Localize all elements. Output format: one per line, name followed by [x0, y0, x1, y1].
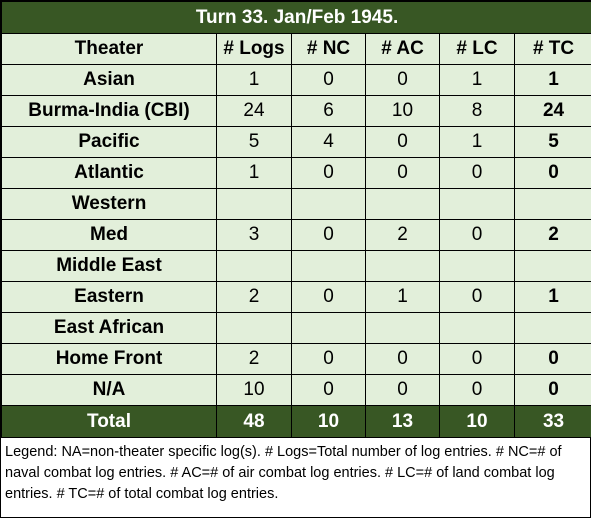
cell-tc: 0: [513, 157, 591, 189]
cell-ac: 0: [365, 343, 440, 375]
cell-lc: 1: [439, 64, 515, 96]
table-row: N/A 10 0 0 0 0: [1, 374, 591, 406]
cell-tc: 24: [513, 95, 591, 127]
cell-lc: [439, 188, 515, 220]
cell-theater: Asian: [1, 64, 217, 96]
header-row: Theater # Logs # NC # AC # LC # TC: [1, 33, 591, 65]
total-ac: 13: [365, 405, 440, 438]
cell-logs: 1: [216, 64, 292, 96]
legend-text: Legend: NA=non-theater specific log(s). …: [5, 444, 562, 502]
cell-lc: [439, 250, 515, 282]
cell-lc: 0: [439, 374, 515, 406]
cell-lc: 1: [439, 126, 515, 158]
cell-theater: N/A: [1, 374, 217, 406]
total-row: Total 48 10 13 10 33: [1, 405, 591, 438]
header-tc: # TC: [513, 33, 591, 65]
cell-tc: [513, 250, 591, 282]
cell-logs: 2: [216, 343, 292, 375]
cell-logs: 1: [216, 157, 292, 189]
cell-logs: [216, 250, 292, 282]
cell-theater: Home Front: [1, 343, 217, 375]
cell-theater: Atlantic: [1, 157, 217, 189]
table-row: East African: [1, 312, 591, 344]
cell-ac: 10: [365, 95, 440, 127]
header-nc: # NC: [291, 33, 366, 65]
header-ac: # AC: [365, 33, 440, 65]
cell-nc: [291, 188, 366, 220]
table-row: Asian 1 0 0 1 1: [1, 64, 591, 96]
cell-ac: 0: [365, 157, 440, 189]
total-lc: 10: [439, 405, 515, 438]
table-row: Eastern 2 0 1 0 1: [1, 281, 591, 313]
total-label: Total: [1, 405, 217, 438]
cell-logs: [216, 188, 292, 220]
cell-lc: 0: [439, 219, 515, 251]
cell-tc: 0: [513, 343, 591, 375]
table-row: Middle East: [1, 250, 591, 282]
cell-theater: Middle East: [1, 250, 217, 282]
table-body: Asian 1 0 0 1 1 Burma-India (CBI) 24 6 10 8 24 Pacif…: [1, 64, 591, 406]
cell-tc: [513, 312, 591, 344]
cell-theater: Burma-India (CBI): [1, 95, 217, 127]
cell-theater: Pacific: [1, 126, 217, 158]
header-lc: # LC: [439, 33, 515, 65]
cell-theater: Western: [1, 188, 217, 220]
cell-ac: [365, 250, 440, 282]
cell-nc: 0: [291, 157, 366, 189]
cell-theater: Med: [1, 219, 217, 251]
cell-nc: 0: [291, 64, 366, 96]
cell-nc: 0: [291, 281, 366, 313]
cell-lc: 8: [439, 95, 515, 127]
table-row: Home Front 2 0 0 0 0: [1, 343, 591, 375]
cell-lc: [439, 312, 515, 344]
table-row: Atlantic 1 0 0 0 0: [1, 157, 591, 189]
cell-lc: 0: [439, 343, 515, 375]
table-row: Med 3 0 2 0 2: [1, 219, 591, 251]
table-row: Pacific 5 4 0 1 5: [1, 126, 591, 158]
cell-lc: 0: [439, 157, 515, 189]
cell-theater: Eastern: [1, 281, 217, 313]
cell-ac: 0: [365, 64, 440, 96]
table-row: Burma-India (CBI) 24 6 10 8 24: [1, 95, 591, 127]
cell-logs: 3: [216, 219, 292, 251]
cell-tc: 1: [513, 281, 591, 313]
cell-nc: 0: [291, 219, 366, 251]
cell-tc: [513, 188, 591, 220]
total-nc: 10: [291, 405, 366, 438]
cell-logs: 2: [216, 281, 292, 313]
cell-logs: [216, 312, 292, 344]
total-logs: 48: [216, 405, 292, 438]
cell-tc: 0: [513, 374, 591, 406]
cell-nc: 0: [291, 374, 366, 406]
log-summary-table: Turn 33. Jan/Feb 1945. Theater # Logs # …: [0, 1, 591, 438]
cell-tc: 1: [513, 64, 591, 96]
cell-ac: 2: [365, 219, 440, 251]
header-logs: # Logs: [216, 33, 292, 65]
cell-logs: 24: [216, 95, 292, 127]
cell-nc: [291, 250, 366, 282]
cell-nc: 0: [291, 343, 366, 375]
cell-ac: 0: [365, 374, 440, 406]
cell-ac: 1: [365, 281, 440, 313]
cell-ac: [365, 312, 440, 344]
cell-theater: East African: [1, 312, 217, 344]
cell-tc: 5: [513, 126, 591, 158]
table-row: Western: [1, 188, 591, 220]
cell-logs: 10: [216, 374, 292, 406]
cell-logs: 5: [216, 126, 292, 158]
header-theater: Theater: [1, 33, 217, 65]
cell-nc: 6: [291, 95, 366, 127]
cell-lc: 0: [439, 281, 515, 313]
table-title: Turn 33. Jan/Feb 1945.: [0, 1, 591, 34]
cell-nc: [291, 312, 366, 344]
total-tc: 33: [513, 405, 591, 438]
cell-nc: 4: [291, 126, 366, 158]
cell-tc: 2: [513, 219, 591, 251]
cell-ac: [365, 188, 440, 220]
cell-ac: 0: [365, 126, 440, 158]
